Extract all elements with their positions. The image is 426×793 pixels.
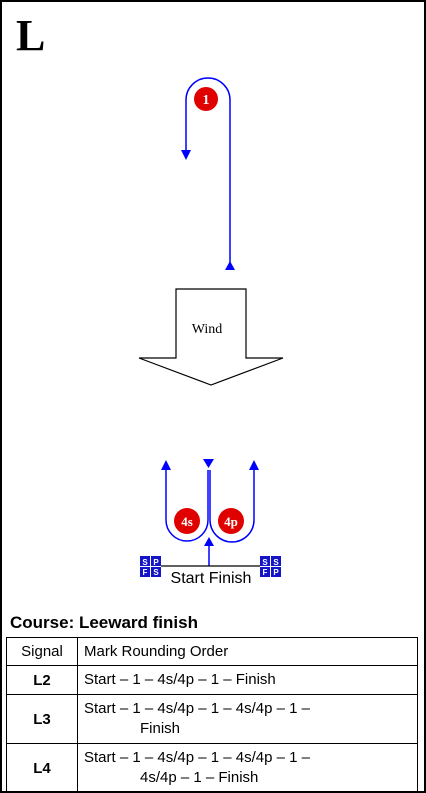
table-row: L3 Start – 1 – 4s/4p – 1 – 4s/4p – 1 – F… bbox=[6, 694, 418, 744]
left-flag-f: F bbox=[143, 568, 148, 577]
right-flag-s2: S bbox=[273, 558, 279, 567]
sequence-line-2: 4s/4p – 1 – Finish bbox=[140, 769, 259, 786]
left-flag-p: P bbox=[153, 558, 159, 567]
arrow-up-left bbox=[161, 460, 171, 470]
start-finish-label: Start Finish bbox=[171, 570, 252, 587]
left-flag: S P F S bbox=[140, 556, 161, 577]
route-to-mark-1 bbox=[185, 77, 231, 265]
mark-4s-buoy bbox=[174, 508, 200, 534]
wind-arrow: Wind bbox=[138, 288, 284, 386]
route-arrow-up bbox=[225, 261, 235, 270]
table-row: L4 Start – 1 – 4s/4p – 1 – 4s/4p – 1 – 4… bbox=[6, 743, 418, 793]
right-flag: S S F P bbox=[260, 556, 281, 577]
arrow-down-center bbox=[203, 459, 214, 468]
header-rounding-order: Mark Rounding Order bbox=[77, 637, 418, 666]
signal-cell: L4 bbox=[6, 743, 78, 793]
sequence-cell: Start – 1 – 4s/4p – 1 – 4s/4p – 1 – 4s/4… bbox=[77, 743, 418, 793]
left-flag-s: S bbox=[142, 558, 148, 567]
sequence-line: Start – 1 – 4s/4p – 1 – Finish bbox=[84, 671, 276, 688]
right-flag-p: P bbox=[273, 568, 279, 577]
table-row: L2 Start – 1 – 4s/4p – 1 – Finish bbox=[6, 665, 418, 695]
wind-arrow-shape bbox=[138, 288, 284, 386]
right-flag-f: F bbox=[263, 568, 268, 577]
table-header-row: Signal Mark Rounding Order bbox=[6, 637, 418, 666]
mark-1: 1 bbox=[194, 87, 218, 111]
course-letter: L bbox=[16, 11, 46, 60]
signal-cell: L2 bbox=[6, 665, 78, 695]
left-flag-s2: S bbox=[153, 568, 159, 577]
route-arrow-down bbox=[181, 150, 191, 160]
sequence-line-2: Finish bbox=[140, 720, 181, 737]
mark-4s: 4s bbox=[174, 508, 200, 534]
right-flag-s: S bbox=[262, 558, 268, 567]
arrow-up-start bbox=[204, 537, 214, 546]
course-diagram: 1 Wind 4s 4p S P F S S S F P Start Fi bbox=[138, 77, 284, 587]
wind-label: Wind bbox=[192, 322, 223, 337]
mark-4p-label: 4p bbox=[224, 514, 238, 529]
mark-4p: 4p bbox=[218, 508, 244, 534]
mark-1-buoy bbox=[194, 87, 218, 111]
sequence-line: Start – 1 – 4s/4p – 1 – 4s/4p – 1 – bbox=[84, 700, 310, 717]
mark-rounding-table: Signal Mark Rounding Order L2 Start – 1 … bbox=[6, 637, 418, 793]
sequence-cell: Start – 1 – 4s/4p – 1 – 4s/4p – 1 – Fini… bbox=[77, 694, 418, 744]
signal-cell: L3 bbox=[6, 694, 78, 744]
sequence-line: Start – 1 – 4s/4p – 1 – 4s/4p – 1 – bbox=[84, 749, 310, 766]
arrow-up-right bbox=[249, 460, 259, 470]
mark-4s-label: 4s bbox=[181, 514, 193, 529]
route-right-gate bbox=[209, 470, 255, 543]
route-left-gate bbox=[165, 470, 209, 542]
header-signal: Signal bbox=[6, 637, 78, 666]
mark-4p-buoy bbox=[218, 508, 244, 534]
course-title: Course: Leeward finish bbox=[10, 613, 198, 632]
sequence-cell: Start – 1 – 4s/4p – 1 – Finish bbox=[77, 665, 418, 695]
mark-1-label: 1 bbox=[203, 93, 210, 108]
